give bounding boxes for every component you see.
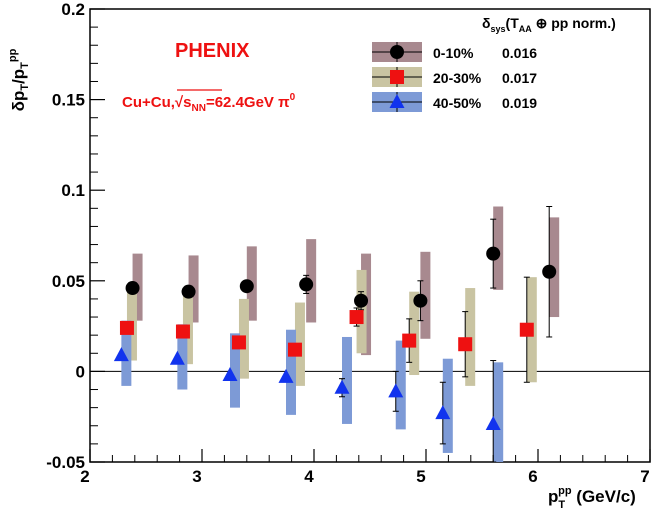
legend-marker (390, 45, 404, 59)
legend-label: 40-50% (433, 95, 482, 111)
legend-marker (390, 70, 404, 84)
legend-label: 0-10% (433, 45, 474, 61)
sys-band (286, 329, 296, 415)
y-axis-ticks: -0.05 0 0.05 0.1 0.15 0.2 (46, 0, 105, 472)
y-tick-label: 0.05 (52, 272, 85, 291)
sys-band (409, 291, 420, 376)
data-point (222, 367, 238, 382)
sys-band (493, 362, 504, 462)
x-axis-ticks: 2 3 4 5 6 7 (80, 449, 651, 486)
x-tick-label: 5 (416, 467, 425, 486)
system-label: Cu+Cu,√sNN=62.4GeV π0 (122, 92, 296, 114)
legend-marker (389, 94, 405, 108)
data-point (231, 335, 246, 350)
y-tick-label: -0.05 (46, 453, 85, 472)
brand-label: PHENIX (175, 40, 250, 62)
legend-sys-value: 0.016 (502, 45, 537, 61)
data-point (113, 347, 129, 362)
data-point (402, 333, 417, 348)
y-tick-label: 0.15 (52, 91, 85, 110)
sys-band (177, 324, 188, 390)
data-point (435, 405, 451, 420)
x-axis-title: pTpp (GeV/c) (548, 485, 636, 511)
y-tick-label: 0.1 (61, 181, 85, 200)
data-point (278, 368, 294, 383)
plot-frame (89, 8, 651, 463)
legend-header: δsys(TAA ⊕ pp norm.) (482, 15, 616, 34)
data-point (542, 264, 557, 279)
data-point (175, 324, 190, 339)
sys-band (395, 340, 406, 430)
x-tick-label: 4 (304, 467, 314, 486)
sys-band (230, 333, 240, 408)
sqrt-sign: √ (175, 94, 184, 111)
y-tick-label: 0.2 (61, 0, 85, 19)
legend-label: 20-30% (433, 70, 482, 86)
x-tick-label: 6 (528, 467, 537, 486)
legend-sys-value: 0.019 (502, 95, 537, 111)
data-point (181, 284, 196, 299)
data-point (349, 310, 364, 325)
data-point (287, 342, 302, 357)
data-point (299, 277, 314, 292)
legend: 0-10% 0.016 20-30% 0.017 40-50% 0.019 (372, 42, 537, 112)
legend-sys-value: 0.017 (502, 70, 537, 86)
data-point (388, 383, 404, 398)
x-tick-label: 3 (192, 467, 201, 486)
data-point (519, 322, 534, 337)
sys-band (121, 320, 132, 386)
data-point (169, 350, 185, 365)
y-axis-title: δpT/pTpp (7, 48, 31, 111)
sys-band (442, 358, 453, 453)
data-point (119, 320, 134, 335)
y-tick-label: 0 (76, 362, 85, 381)
data-point (125, 281, 140, 296)
x-tick-label: 2 (80, 467, 89, 486)
sqrt-s: s (183, 94, 191, 111)
data-point (413, 293, 428, 308)
data-point (354, 293, 369, 308)
sys-band (342, 336, 352, 424)
data-point (334, 379, 350, 394)
sys-band (493, 206, 504, 290)
x-tick-label: 7 (640, 467, 649, 486)
data-markers (113, 246, 557, 430)
data-point (486, 246, 501, 261)
data-point (458, 337, 473, 352)
data-point (485, 415, 501, 430)
sys-band (420, 251, 431, 339)
sys-band (465, 288, 476, 386)
data-point (239, 279, 254, 294)
